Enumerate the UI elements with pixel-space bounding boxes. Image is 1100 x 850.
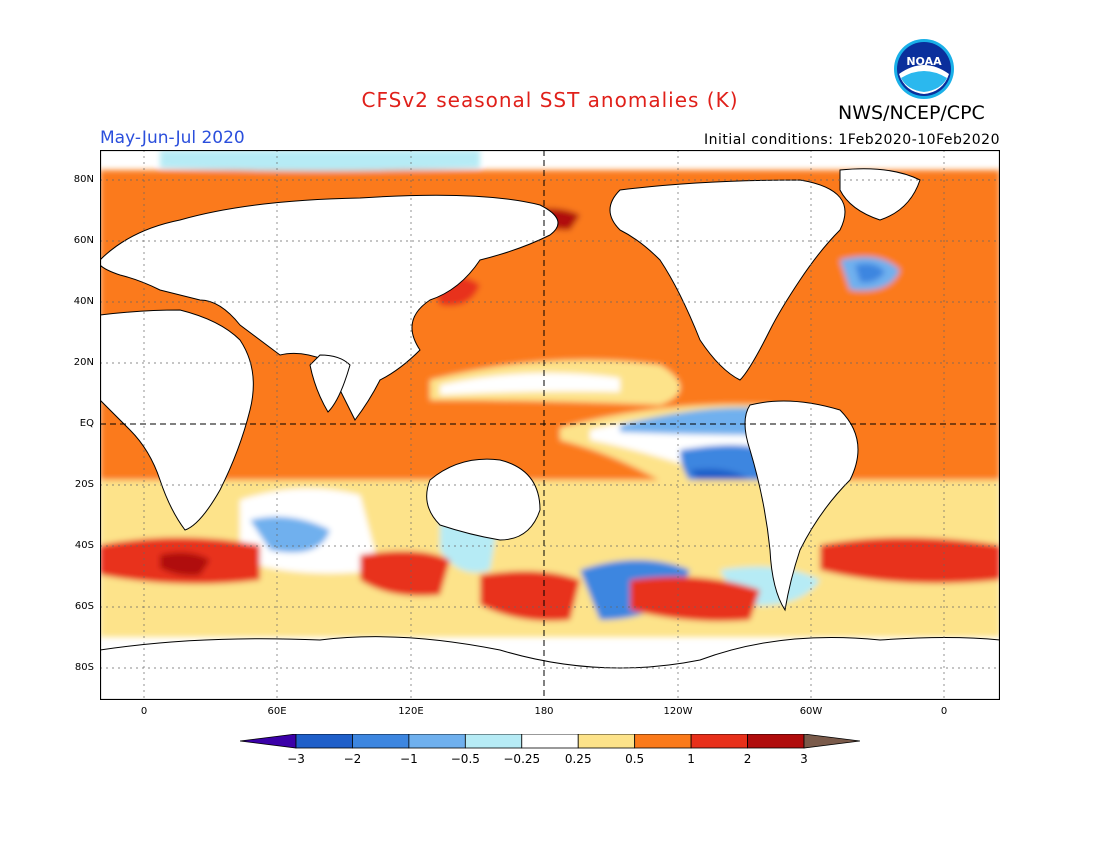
colorbar-label: 3 xyxy=(800,752,808,766)
lon-label: 180 xyxy=(534,706,554,717)
colorbar-label: −0.25 xyxy=(503,752,541,766)
lon-label: 0 xyxy=(940,706,948,717)
equator-dateline xyxy=(100,150,1000,700)
colorbar-arrow-high xyxy=(803,734,860,749)
lat-label: 20N xyxy=(73,357,94,368)
lat-label: 40N xyxy=(73,296,94,307)
map-title: CFSv2 seasonal SST anomalies (K) xyxy=(361,88,739,112)
lat-label: 80N xyxy=(73,174,94,185)
colorbar-swatch xyxy=(408,734,466,749)
colorbar-label: −3 xyxy=(287,752,305,766)
colorbar-label: 0.5 xyxy=(625,752,645,766)
colorbar-arrow-low xyxy=(240,734,297,749)
initial-conditions: Initial conditions: 1Feb2020-10Feb2020 xyxy=(704,132,1000,148)
lat-label: EQ xyxy=(79,418,94,429)
colorbar-label: −1 xyxy=(400,752,418,766)
lat-label: 40S xyxy=(74,540,94,551)
colorbar xyxy=(240,734,860,749)
lat-label: 20S xyxy=(74,479,94,490)
colorbar-swatch xyxy=(577,734,636,749)
forecast-period: May-Jun-Jul 2020 xyxy=(100,128,245,148)
agency-label: NWS/NCEP/CPC xyxy=(838,102,985,124)
colorbar-swatch xyxy=(747,734,805,749)
graticule xyxy=(100,150,1000,700)
colorbar-swatch xyxy=(352,734,410,749)
colorbar-label: 1 xyxy=(687,752,695,766)
colorbar-label: 2 xyxy=(743,752,752,766)
colorbar-swatch xyxy=(634,734,692,749)
lon-label: 60E xyxy=(267,706,287,717)
lat-label: 60S xyxy=(74,601,94,612)
colorbar-swatch xyxy=(464,734,523,749)
colorbar-swatch xyxy=(295,734,353,749)
lon-label: 120W xyxy=(663,706,693,717)
colorbar-label: −0.5 xyxy=(450,752,480,766)
noaa-logo: NOAA xyxy=(893,38,955,100)
colorbar-label: 0.25 xyxy=(564,752,592,766)
lat-label: 60N xyxy=(73,235,94,246)
colorbar-swatch xyxy=(521,734,579,749)
sst-anomaly-map xyxy=(100,150,1000,700)
land-masses xyxy=(100,168,1000,700)
noaa-logo-text: NOAA xyxy=(906,55,942,68)
lon-label: 0 xyxy=(140,706,148,717)
lon-label: 60W xyxy=(799,706,823,717)
lat-label: 80S xyxy=(74,662,94,673)
colorbar-label: −2 xyxy=(343,752,362,766)
lon-label: 120E xyxy=(398,706,424,717)
colorbar-swatch xyxy=(690,734,748,749)
